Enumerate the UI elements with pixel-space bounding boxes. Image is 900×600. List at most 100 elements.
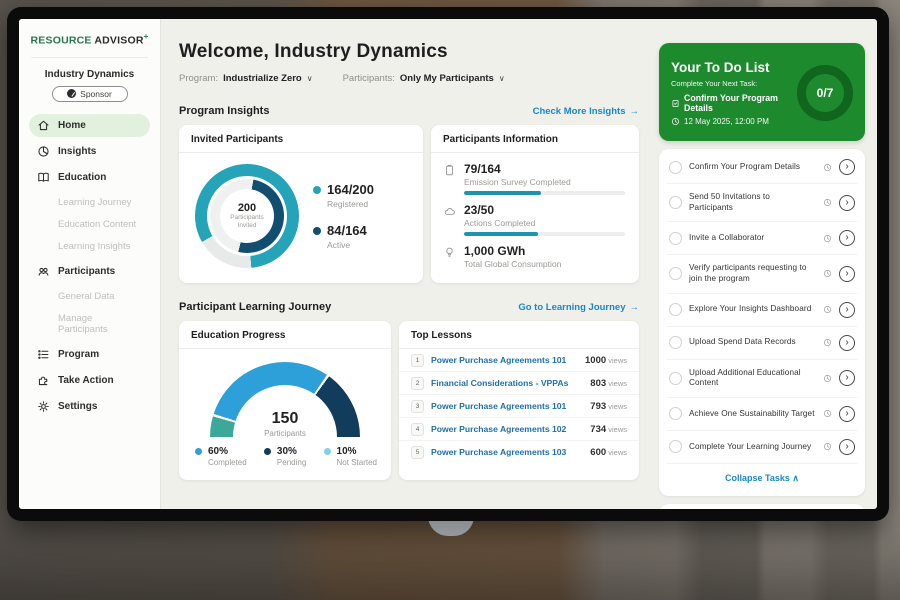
card-title: Education Progress <box>179 321 391 349</box>
sidebar-item-label: Manage Participants <box>58 312 108 335</box>
sidebar-item-home[interactable]: Home <box>29 113 150 137</box>
task-label: Confirm Your Program Details <box>689 161 801 171</box>
collapse-tasks-link[interactable]: Collapse Tasks ∧ <box>667 464 857 494</box>
legend-value: 60% <box>208 446 229 457</box>
lesson-views: 1000 views <box>585 355 627 366</box>
task-checkbox[interactable] <box>669 303 682 317</box>
task-checkbox[interactable] <box>669 407 682 421</box>
lesson-link[interactable]: Financial Considerations - VPPAs <box>431 378 569 388</box>
lesson-rank: 1 <box>411 353 424 367</box>
dashboard-screen: RESOURCE ADVISOR+ Industry Dynamics Spon… <box>19 19 877 509</box>
participants-label: Participants: <box>342 73 395 84</box>
sidebar-item-label: Home <box>58 119 86 131</box>
lesson-views: 600 views <box>590 447 627 458</box>
lesson-views-count: 793 <box>590 400 607 412</box>
task-chevron-button[interactable]: › <box>839 301 855 318</box>
lesson-link[interactable]: Power Purchase Agreements 101 <box>431 355 567 365</box>
brand-secondary: ADVISOR <box>94 34 144 47</box>
lesson-rank: 3 <box>411 399 424 413</box>
book-icon <box>37 171 50 184</box>
sidebar-item-insights[interactable]: Insights <box>29 140 150 163</box>
task-row: Upload Spend Data Records › <box>667 327 857 360</box>
task-chevron-button[interactable]: › <box>839 334 855 351</box>
brand-primary: RESOURCE <box>30 34 92 47</box>
clock-icon <box>823 442 832 451</box>
sidebar-item-label: General Data <box>58 290 115 302</box>
program-label: Program: <box>179 73 219 84</box>
task-checkbox[interactable] <box>669 440 682 454</box>
sidebar-item-label: Learning Journey <box>58 196 132 208</box>
sidebar-item-education[interactable]: Education <box>29 166 150 189</box>
lesson-views-suffix: views <box>608 355 627 365</box>
sidebar-item-education-content[interactable]: Education Content <box>29 214 150 235</box>
task-checkbox[interactable] <box>669 267 682 281</box>
lesson-views: 803 views <box>590 378 627 389</box>
chevron-down-icon: ∨ <box>498 74 505 83</box>
list-icon <box>37 348 50 361</box>
task-label: Upload Spend Data Records <box>689 337 796 347</box>
clock-icon <box>823 409 832 418</box>
check-more-insights-link[interactable]: Check More Insights → <box>533 106 639 117</box>
participants-value: Only My Participants <box>399 73 494 84</box>
arrow-right-icon: → <box>629 301 640 313</box>
sidebar-item-take-action[interactable]: Take Action <box>29 369 150 392</box>
link-label: Check More Insights <box>532 105 626 117</box>
lesson-link[interactable]: Power Purchase Agreements 103 <box>431 447 567 457</box>
go-to-learning-journey-link[interactable]: Go to Learning Journey → <box>518 302 639 313</box>
registered-value: 164/200 <box>327 182 374 197</box>
active-legend: 84/164 Active <box>313 223 374 250</box>
gauge-center-label: Participants <box>264 429 306 438</box>
registered-legend: 164/200 Registered <box>313 182 374 209</box>
active-label: Active <box>327 240 351 250</box>
task-chevron-button[interactable]: › <box>839 438 855 455</box>
task-chevron-button[interactable]: › <box>839 370 855 387</box>
task-checkbox[interactable] <box>669 231 682 245</box>
lesson-link[interactable]: Power Purchase Agreements 101 <box>431 401 567 411</box>
clock-icon <box>823 269 832 278</box>
todo-due-date: 12 May 2025, 12:00 PM <box>684 117 769 126</box>
lesson-link[interactable]: Power Purchase Agreements 102 <box>431 424 567 434</box>
task-chevron-button[interactable]: › <box>839 159 855 175</box>
gauge-legend-item: 10% Not Started <box>323 446 377 467</box>
sidebar-item-manage-participants[interactable]: Manage Participants <box>29 308 150 340</box>
legend-value: 10% <box>336 446 357 457</box>
registered-dot <box>313 185 321 194</box>
task-checkbox[interactable] <box>669 160 682 174</box>
task-checkbox[interactable] <box>669 196 682 210</box>
sidebar-item-learning-journey[interactable]: Learning Journey <box>29 192 150 213</box>
sidebar-item-learning-insights[interactable]: Learning Insights <box>29 236 150 257</box>
sidebar-item-participants[interactable]: Participants <box>29 260 150 283</box>
card-title: Top Lessons <box>399 321 639 349</box>
task-checkbox[interactable] <box>669 336 682 350</box>
task-row: Verify participants requesting to join t… <box>667 255 857 294</box>
task-label: Invite a Collaborator <box>689 232 765 242</box>
clock-icon <box>823 163 832 172</box>
arrow-right-icon: → <box>629 105 640 117</box>
info-value: 1,000 GWh <box>464 244 526 258</box>
task-row: Invite a Collaborator › <box>667 222 857 256</box>
clipboard-icon <box>443 162 456 177</box>
sidebar-item-general-data[interactable]: General Data <box>29 286 150 307</box>
registered-label: Registered <box>327 199 369 209</box>
program-value: Industrialize Zero <box>223 73 302 84</box>
task-chevron-button[interactable]: › <box>839 230 855 247</box>
lesson-rank: 5 <box>411 445 424 459</box>
lesson-rank: 2 <box>411 376 424 390</box>
task-chevron-button[interactable]: › <box>839 265 855 282</box>
lesson-views-suffix: views <box>608 401 627 411</box>
program-dropdown[interactable]: Program: Industrialize Zero ∨ <box>179 73 313 84</box>
actions-progress-bar <box>464 232 625 236</box>
lesson-views: 734 views <box>590 424 627 435</box>
lesson-views-suffix: views <box>608 378 627 388</box>
task-checkbox[interactable] <box>669 371 682 385</box>
brand-logo: RESOURCE ADVISOR+ <box>19 32 160 47</box>
lesson-views-count: 600 <box>590 446 607 458</box>
participants-dropdown[interactable]: Participants: Only My Participants ∨ <box>343 73 505 84</box>
task-chevron-button[interactable]: › <box>839 194 855 211</box>
task-row: Complete Your Learning Journey › <box>667 431 857 464</box>
sidebar-item-settings[interactable]: Settings <box>29 395 150 418</box>
sidebar-divider <box>31 56 148 58</box>
sidebar-item-program[interactable]: Program <box>29 343 150 366</box>
task-chevron-button[interactable]: › <box>839 405 855 422</box>
chevron-up-icon: ∧ <box>792 472 799 483</box>
